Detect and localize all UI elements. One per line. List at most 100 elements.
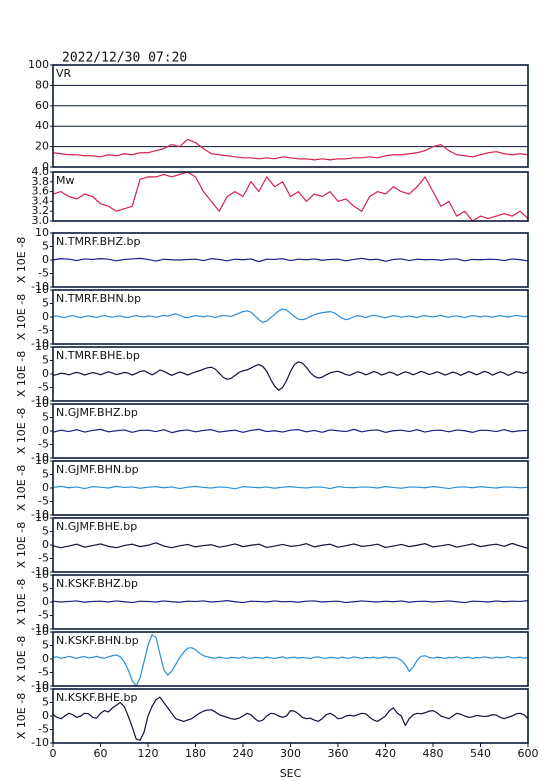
- y-axis-label: X 10E -8: [15, 351, 28, 397]
- y-tick-label: -5: [38, 495, 49, 508]
- panel-label: Mw: [56, 174, 75, 187]
- y-tick-label: 10: [35, 283, 49, 296]
- y-tick-label: -10: [31, 565, 49, 578]
- series-line: [52, 308, 529, 323]
- y-tick-label: 0: [42, 709, 49, 722]
- y-tick-label: 5: [42, 240, 49, 253]
- y-tick-label: 0: [42, 424, 49, 437]
- y-tick-label: 5: [42, 639, 49, 652]
- y-tick-label: 0: [42, 367, 49, 380]
- y-tick-label: -5: [38, 552, 49, 565]
- x-tick-label: 300: [280, 747, 301, 760]
- y-tick-label: 0: [42, 652, 49, 665]
- x-tick-label: 60: [94, 747, 108, 760]
- panel-frame: [52, 289, 529, 345]
- x-tick-label: 120: [138, 747, 159, 760]
- series-line: [52, 361, 529, 391]
- y-tick-label: 10: [35, 226, 49, 239]
- series-line: [52, 600, 529, 604]
- y-axis-label: X 10E -8: [15, 522, 28, 568]
- panel-frame: [52, 574, 529, 630]
- y-tick-label: -5: [38, 609, 49, 622]
- y-tick-label: -10: [31, 736, 49, 749]
- series-line: [52, 485, 529, 490]
- y-tick-label: 10: [35, 682, 49, 695]
- y-tick-label: 0: [42, 538, 49, 551]
- x-tick-label: 240: [233, 747, 254, 760]
- y-tick-label: -5: [38, 666, 49, 679]
- y-tick-label: -10: [31, 622, 49, 635]
- y-tick-label: 3.2: [32, 204, 50, 217]
- y-tick-label: 5: [42, 411, 49, 424]
- x-tick-label: 0: [50, 747, 57, 760]
- panel-frame: [52, 403, 529, 459]
- panel-label: N.TMRF.BHE.bp: [56, 349, 140, 362]
- y-tick-label: 100: [28, 58, 49, 71]
- y-tick-label: 4.0: [32, 165, 50, 178]
- y-tick-label: 0: [42, 481, 49, 494]
- x-axis-label: SEC: [280, 767, 302, 780]
- y-tick-label: 5: [42, 297, 49, 310]
- panel-frame: [52, 631, 529, 687]
- panel-label: N.TMRF.BHN.bp: [56, 292, 141, 305]
- x-tick-label: 180: [185, 747, 206, 760]
- y-tick-label: 5: [42, 468, 49, 481]
- y-tick-label: 3.4: [32, 194, 50, 207]
- y-tick-label: -10: [31, 679, 49, 692]
- panel-frame: [52, 232, 529, 288]
- y-tick-label: 3.8: [32, 175, 50, 188]
- y-tick-label: -5: [38, 438, 49, 451]
- y-tick-label: 0: [42, 160, 49, 173]
- y-tick-label: 40: [35, 119, 49, 132]
- y-tick-label: 0: [42, 253, 49, 266]
- y-axis-label: X 10E -8: [15, 294, 28, 340]
- panel-label: N.KSKF.BHE.bp: [56, 691, 137, 704]
- panel-frame: [52, 171, 529, 222]
- y-tick-label: -10: [31, 451, 49, 464]
- y-tick-label: 60: [35, 99, 49, 112]
- panel-frame: [52, 688, 529, 744]
- panel-label: N.GJMF.BHN.bp: [56, 463, 139, 476]
- y-axis-label: X 10E -8: [15, 465, 28, 511]
- y-tick-label: 10: [35, 397, 49, 410]
- series-line: [52, 171, 529, 222]
- series-line: [52, 138, 529, 161]
- y-tick-label: 5: [42, 525, 49, 538]
- y-tick-label: 5: [42, 582, 49, 595]
- y-tick-label: 10: [35, 511, 49, 524]
- y-tick-label: 10: [35, 625, 49, 638]
- y-tick-label: 80: [35, 78, 49, 91]
- y-tick-label: 5: [42, 696, 49, 709]
- panel-label: N.TMRF.BHZ.bp: [56, 235, 140, 248]
- y-axis-label: X 10E -8: [15, 237, 28, 283]
- y-tick-label: -5: [38, 381, 49, 394]
- y-axis-label: X 10E -8: [15, 408, 28, 454]
- y-tick-label: -5: [38, 723, 49, 736]
- y-tick-label: 10: [35, 454, 49, 467]
- x-tick-label: 360: [328, 747, 349, 760]
- y-tick-label: 3.6: [32, 185, 50, 198]
- y-tick-label: -5: [38, 324, 49, 337]
- y-tick-label: -10: [31, 394, 49, 407]
- series-line: [52, 634, 529, 687]
- y-tick-label: 0: [42, 310, 49, 323]
- y-tick-label: -5: [38, 267, 49, 280]
- x-tick-label: 540: [470, 747, 491, 760]
- x-tick-label: 420: [375, 747, 396, 760]
- y-tick-label: 5: [42, 354, 49, 367]
- series-line: [52, 696, 529, 741]
- x-tick-label: 480: [423, 747, 444, 760]
- panel-frame: [52, 346, 529, 402]
- y-tick-label: 10: [35, 340, 49, 353]
- y-tick-label: 0: [42, 595, 49, 608]
- series-line: [52, 542, 529, 549]
- series-line: [52, 428, 529, 434]
- y-tick-label: -10: [31, 280, 49, 293]
- panel-label: VR: [56, 67, 72, 80]
- x-tick-label: 600: [518, 747, 539, 760]
- y-tick-label: -10: [31, 508, 49, 521]
- y-tick-label: 3.0: [32, 214, 50, 227]
- y-tick-label: 20: [35, 140, 49, 153]
- panel-label: N.GJMF.BHZ.bp: [56, 406, 138, 419]
- panel-frame: [52, 64, 529, 168]
